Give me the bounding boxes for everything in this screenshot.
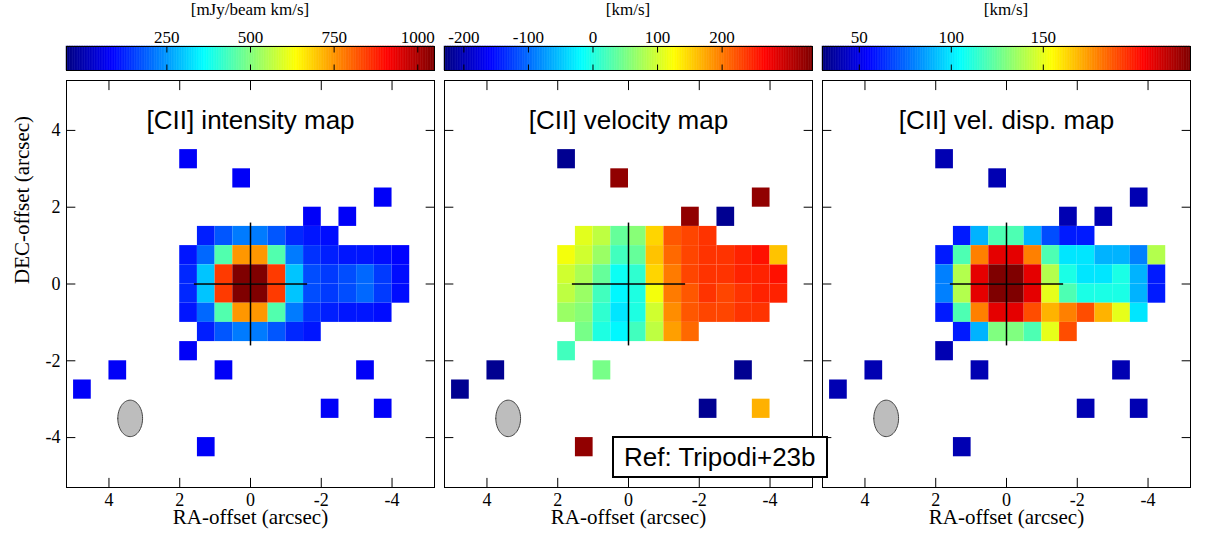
svg-text:2: 2 (931, 490, 941, 511)
svg-text:-2: -2 (313, 490, 329, 511)
svg-text:100: 100 (645, 28, 671, 47)
svg-text:[CII] velocity map: [CII] velocity map (529, 105, 728, 135)
svg-text:0: 0 (1002, 490, 1011, 511)
svg-text:-2: -2 (691, 490, 707, 511)
svg-text:[CII] vel. disp. map: [CII] vel. disp. map (899, 105, 1114, 135)
svg-text:200: 200 (709, 28, 735, 47)
svg-text:100: 100 (939, 28, 965, 47)
svg-text:2: 2 (52, 197, 61, 217)
svg-text:750: 750 (321, 28, 347, 47)
svg-text:4: 4 (482, 490, 491, 510)
svg-text:[CII] intensity map: [CII] intensity map (146, 105, 354, 135)
svg-text:50: 50 (851, 28, 868, 47)
svg-text:0: 0 (624, 490, 633, 511)
svg-text:0: 0 (52, 274, 61, 294)
svg-text:250: 250 (154, 28, 180, 47)
svg-text:500: 500 (238, 28, 264, 47)
svg-text:-4: -4 (46, 427, 61, 447)
svg-text:4: 4 (104, 490, 113, 510)
svg-text:RA-offset (arcsec): RA-offset (arcsec) (551, 505, 706, 529)
svg-text:-2: -2 (1069, 490, 1085, 511)
svg-text:-100: -100 (513, 28, 544, 47)
svg-text:4: 4 (52, 120, 61, 140)
svg-text:-200: -200 (448, 28, 479, 47)
svg-text:4: 4 (860, 490, 869, 510)
html-text:[mJy/beam km/s]: [mJy/beam km/s] (190, 0, 310, 19)
svg-text:0: 0 (246, 490, 255, 511)
svg-text:1000: 1000 (401, 28, 435, 47)
svg-text:-4: -4 (1141, 490, 1156, 510)
html-text:[km/s]: [km/s] (983, 0, 1029, 19)
svg-text:150: 150 (1031, 28, 1057, 47)
svg-text:RA-offset (arcsec): RA-offset (arcsec) (929, 505, 1084, 529)
svg-text:0: 0 (589, 28, 598, 47)
svg-text:DEC-offset (arcsec): DEC-offset (arcsec) (10, 116, 34, 284)
svg-text:RA-offset (arcsec): RA-offset (arcsec) (173, 505, 328, 529)
html-text:Ref: Tripodi+23b: Ref: Tripodi+23b (624, 442, 816, 472)
html-text:[km/s]: [km/s] (605, 0, 651, 19)
svg-text:2: 2 (553, 490, 563, 511)
svg-text:2: 2 (175, 490, 185, 511)
svg-text:-4: -4 (763, 490, 778, 510)
svg-text:-4: -4 (385, 490, 400, 510)
svg-text:-2: -2 (46, 351, 61, 371)
